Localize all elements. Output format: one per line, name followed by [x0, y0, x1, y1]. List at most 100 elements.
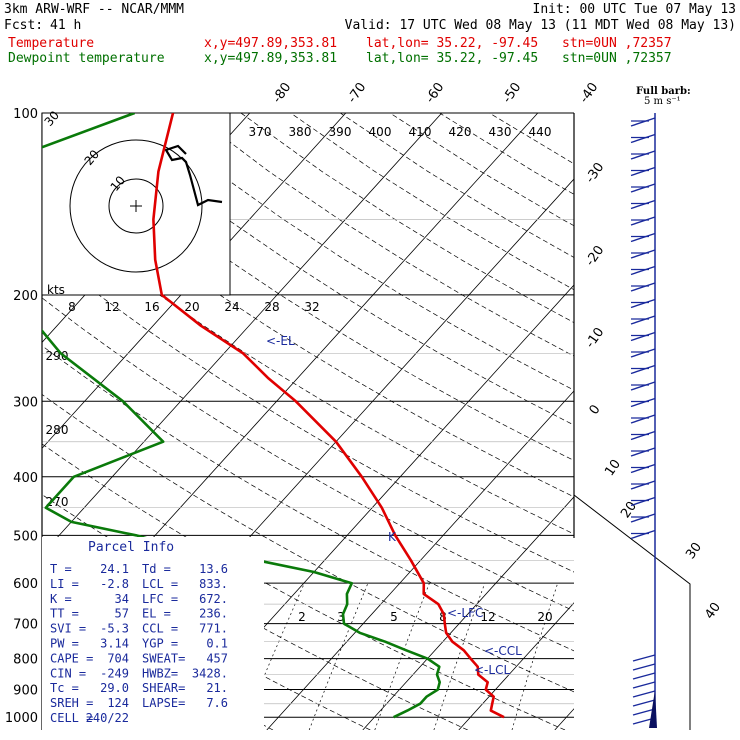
wind-barb: [630, 315, 656, 325]
parcel-row-r: LAPSE=: [142, 696, 185, 710]
pressure-tick-label: 300: [13, 395, 38, 410]
ccl-marker: <-CCL: [484, 644, 522, 658]
parcel-row-r: LFC =: [142, 592, 178, 606]
theta-label-low: 280: [46, 423, 69, 437]
hodograph-unit: kts: [47, 283, 65, 297]
wind-barb: [630, 216, 656, 226]
temperature-legend-stn: stn=0UN ,72357: [562, 36, 672, 51]
pressure-tick-label: 500: [13, 529, 38, 544]
wind-barb: [630, 447, 656, 457]
parcel-row-lv: 704: [107, 651, 129, 665]
dewpoint-legend-stn: stn=0UN ,72357: [562, 51, 672, 66]
isotherm-line: [554, 708, 574, 730]
parcel-row-l: K =: [50, 592, 72, 606]
barb-key-unit: 5 m s⁻¹: [644, 96, 681, 107]
pressure-tick-label: 200: [13, 289, 38, 304]
parcel-row-r: CCL =: [142, 622, 178, 636]
wind-barb: [630, 150, 656, 160]
parcel-row-l: SREH =: [50, 696, 93, 710]
parcel-row-rv: 236.: [199, 607, 228, 621]
barb-key-title: Full barb:: [636, 86, 691, 97]
isotherm-line: [651, 113, 740, 730]
mixing-ratio-label: 2: [298, 610, 306, 624]
pressure-tick-label: 600: [13, 577, 38, 592]
parcel-row-lv: 57: [115, 607, 129, 621]
wind-barb: [630, 529, 656, 540]
forecast-label: Fcst:: [4, 18, 44, 33]
wind-barb: [630, 133, 656, 144]
theta-label: 430: [489, 125, 512, 139]
wind-barb-low: [632, 708, 656, 716]
dewpoint-legend-latlon: lat,lon= 35.22, -97.45: [366, 51, 539, 66]
el-marker: <-EL: [266, 334, 295, 348]
parcel-row-lv: 29.0: [100, 681, 129, 695]
parcel-row-r: YGP =: [142, 637, 178, 651]
wind-barbs: [630, 113, 657, 728]
mixing-ratio-line: [374, 583, 430, 730]
wind-barb-low: [632, 690, 656, 698]
speed-scale-label: 28: [264, 300, 279, 314]
parcel-row-lv: -249: [100, 666, 129, 680]
parcel-row-l: LI =: [50, 577, 79, 591]
speed-scale-label: 32: [304, 300, 319, 314]
parcel-row-rv: 672.: [199, 592, 228, 606]
parcel-row-r: Td =: [142, 562, 171, 576]
wind-barb: [630, 496, 656, 507]
wind-barb: [630, 166, 656, 177]
parcel-row-l: SVI =: [50, 622, 86, 636]
isotherm-line: [266, 390, 574, 730]
isotherm-label: -50: [500, 80, 524, 106]
pressure-tick-label: 700: [13, 618, 38, 633]
isotherm-label: 0: [587, 402, 604, 417]
wind-barb: [630, 414, 656, 424]
lcl-marker: <-LCL: [474, 663, 510, 677]
wind-barb: [630, 282, 656, 292]
wind-barb: [630, 183, 656, 193]
wind-barb-low: [632, 663, 656, 671]
isotherm-line: [362, 496, 574, 730]
speed-scale-label: 12: [104, 300, 119, 314]
dewpoint-legend-name: Dewpoint temperature: [8, 51, 165, 66]
wind-barb: [630, 232, 656, 243]
temperature-legend-name: Temperature: [8, 36, 95, 51]
mixing-ratio-label: 5: [390, 610, 398, 624]
wind-barb: [630, 430, 656, 441]
isotherm-label: -30: [583, 160, 607, 186]
parcel-row-l: TT =: [50, 607, 79, 621]
lfc-marker: <-LFC: [447, 606, 483, 620]
temperature-legend-latlon: lat,lon= 35.22, -97.45: [366, 36, 539, 51]
dry-adiabat-line: [42, 393, 574, 693]
parcel-row-rv: 771.: [199, 622, 228, 636]
theta-label: 380: [289, 125, 312, 139]
dry-adiabat-line: [439, 113, 574, 195]
pressure-tick-label: 100: [13, 107, 38, 122]
model-title: 3km ARW-WRF -- NCAR/MMM: [4, 2, 185, 17]
parcel-row-l: CELL =: [50, 711, 93, 725]
parcel-row-lv: -2.8: [100, 577, 129, 591]
wind-barb: [630, 117, 656, 127]
wind-barb: [630, 513, 656, 523]
dry-adiabat-line: [42, 157, 574, 498]
temperature-legend-xy: x,y=497.89,353.81: [204, 36, 338, 51]
init-time: Init: 00 UTC Tue 07 May 13: [532, 2, 737, 17]
mixing-ratio-line: [433, 583, 486, 730]
parcel-row-l: CIN =: [50, 666, 86, 680]
theta-label-low: 270: [46, 495, 69, 509]
isotherm-line: [458, 602, 574, 730]
isotherm-label: -60: [423, 80, 447, 106]
wind-barb: [630, 348, 656, 358]
mixing-ratio-line: [511, 583, 559, 730]
parcel-row-rv: 0.1: [206, 637, 228, 651]
dewpoint-trace: [42, 113, 441, 719]
isotherm-label: -80: [270, 80, 294, 106]
parcel-row-rv: 3428.: [192, 666, 228, 680]
isotherm-label: 30: [683, 540, 705, 562]
parcel-row-l: Tc =: [50, 681, 79, 695]
isotherm-label: -10: [583, 325, 607, 351]
speed-scale-label: 24: [224, 300, 239, 314]
forecast-hour: 41 h: [50, 18, 82, 33]
lower-frame: [573, 494, 691, 730]
isotherm-label: 40: [702, 600, 724, 622]
theta-label: 400: [369, 125, 392, 139]
